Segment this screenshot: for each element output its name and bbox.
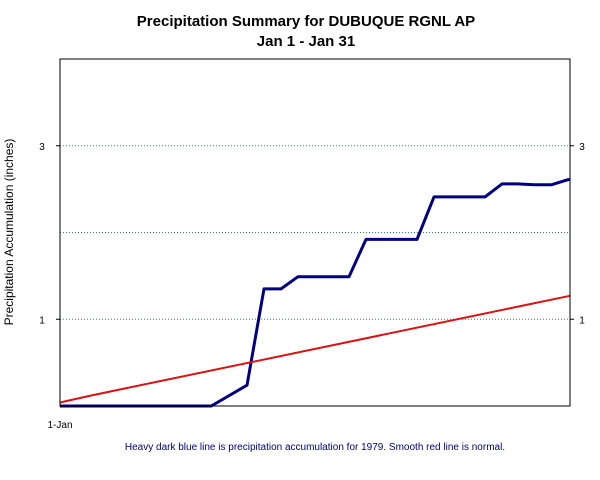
accumulation-line xyxy=(60,178,570,408)
y-tick-label-right-3: 3 xyxy=(579,142,585,153)
y-tick-label-left-1: 1 xyxy=(39,315,45,326)
series-lines xyxy=(59,178,571,408)
axis-ticks: 1 1 3 3 1-Jan xyxy=(39,142,585,431)
y-tick-label-left-3: 3 xyxy=(39,142,45,153)
y-tick-label-right-1: 1 xyxy=(579,315,585,326)
grid-lines xyxy=(60,145,570,320)
x-tick-label-1-jan: 1-Jan xyxy=(47,420,72,431)
chart-subtitle: Jan 1 - Jan 31 xyxy=(257,33,355,50)
y-axis-label: Precipitation Accumulation (inches) xyxy=(2,139,16,326)
chart-title: Precipitation Summary for DUBUQUE RGNL A… xyxy=(137,13,475,30)
normal-line xyxy=(59,294,571,404)
plot-frame xyxy=(59,58,571,407)
chart-caption: Heavy dark blue line is precipitation ac… xyxy=(125,442,505,453)
